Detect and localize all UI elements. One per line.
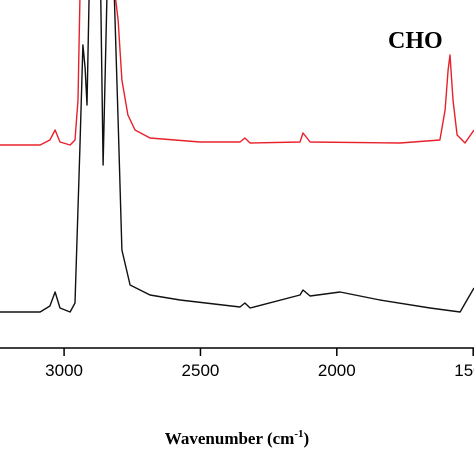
series-line bbox=[0, 0, 474, 146]
x-axis-label-end: ) bbox=[304, 429, 310, 448]
x-tick-label: 2500 bbox=[182, 361, 220, 380]
series-line bbox=[0, 0, 474, 313]
x-axis-label: Wavenumber (cm-1) bbox=[165, 428, 309, 448]
x-axis-label-text: Wavenumber (cm bbox=[165, 429, 295, 448]
plot-area bbox=[0, 0, 474, 313]
x-tick-label: 3000 bbox=[45, 361, 83, 380]
x-tick-label: 2000 bbox=[318, 361, 356, 380]
annotation: CHO bbox=[388, 28, 443, 54]
x-tick-label: 1500 bbox=[454, 361, 474, 380]
x-axis-label-sup: -1 bbox=[294, 428, 303, 440]
